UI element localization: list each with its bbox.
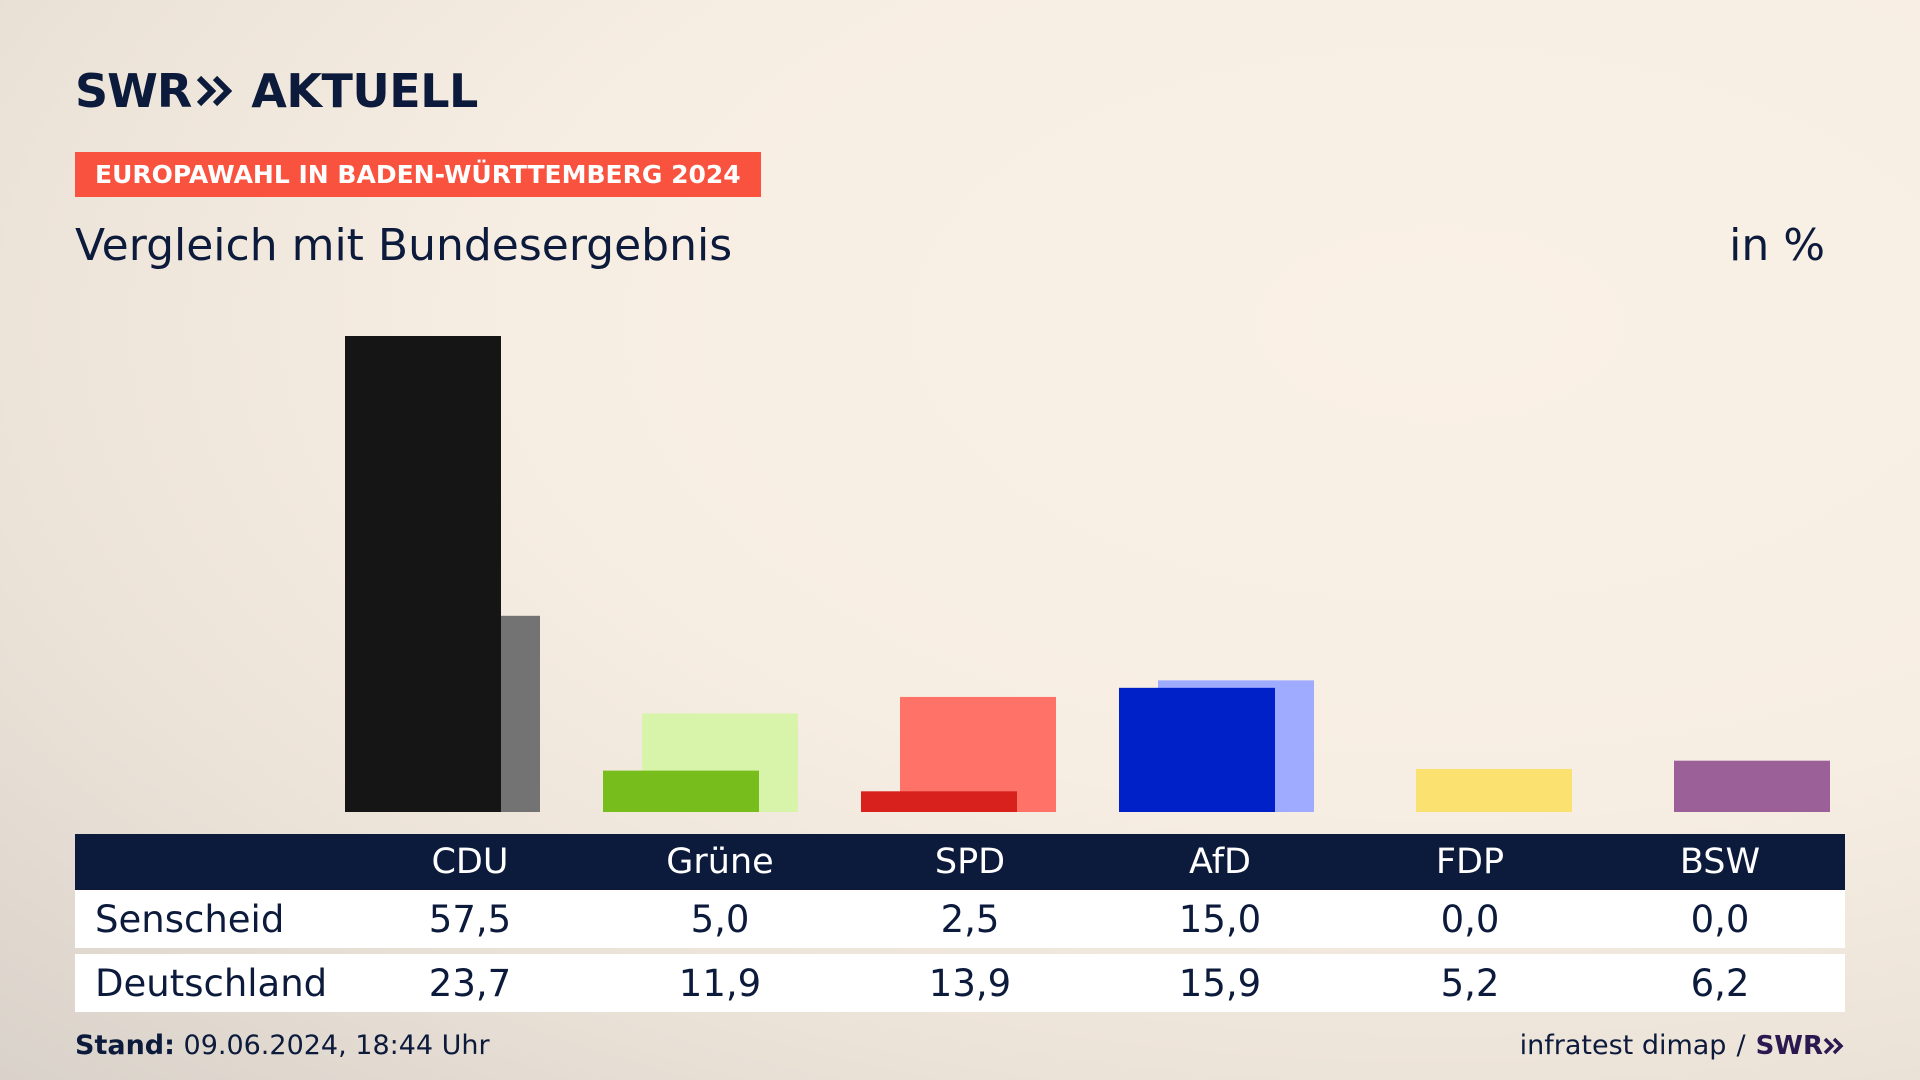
logo-swr-text: SWR [75,64,192,118]
source-separator: / [1736,1030,1746,1061]
bar-spd-senscheid [861,791,1017,812]
double-chevron-icon [1823,1037,1844,1054]
bar-fdp-deutschland [1416,768,1572,812]
chart-subtitle: Vergleich mit Bundesergebnis [75,220,733,271]
bar-bsw-deutschland [1674,760,1830,812]
table-row: Deutschland 23,7 11,9 13,9 15,9 5,2 6,2 [75,954,1845,1012]
table-header-row: CDU Grüne SPD AfD FDP BSW [75,834,1845,890]
swr-mini-logo: SWR [1756,1031,1845,1061]
row-label: Senscheid [95,897,285,941]
bar-grüne-senscheid [603,770,759,812]
table-cell: 23,7 [428,961,512,1005]
table-header-cell: BSW [1679,842,1761,882]
table-header-cell: SPD [934,842,1006,882]
bar-cdu-senscheid [345,336,501,812]
source-text: infratest dimap [1519,1030,1727,1061]
stand-value: 09.06.2024, 18:44 Uhr [183,1030,490,1061]
swr-mini-text: SWR [1755,1030,1823,1061]
table-header-cell: Grüne [666,842,774,882]
table-cell: 5,2 [1440,961,1500,1005]
logo-aktuell-text: AKTUELL [251,64,478,118]
timestamp: Stand: 09.06.2024, 18:44 Uhr [75,1030,490,1061]
table-header-cell: AfD [1189,842,1251,882]
table-cell: 0,0 [1690,897,1750,941]
stand-label: Stand: [75,1030,175,1061]
bar-afd-senscheid [1119,687,1275,812]
table-cell: 15,0 [1178,897,1262,941]
table-cell: 11,9 [678,961,762,1005]
table-cell: 6,2 [1690,961,1750,1005]
table-cell: 15,9 [1178,961,1262,1005]
bar-chart [345,336,1830,812]
unit-label: in % [1729,220,1825,271]
election-badge: EUROPAWAHL IN BADEN-WÜRTTEMBERG 2024 [75,152,761,197]
source-credit: infratest dimap / SWR [1520,1030,1845,1061]
table-cell: 2,5 [940,897,1000,941]
table-header-cell: FDP [1435,842,1505,882]
results-table: CDU Grüne SPD AfD FDP BSW Senscheid 57,5… [75,834,1845,1012]
double-chevron-icon [195,74,235,108]
table-cell: 0,0 [1440,897,1500,941]
row-label: Deutschland [95,961,328,1005]
table-cell: 5,0 [690,897,750,941]
table-header-cell: CDU [431,842,509,882]
table-cell: 57,5 [428,897,512,941]
table-cell: 13,9 [928,961,1012,1005]
swr-aktuell-logo: SWR AKTUELL [75,64,478,118]
table-row: Senscheid 57,5 5,0 2,5 15,0 0,0 0,0 [75,890,1845,948]
